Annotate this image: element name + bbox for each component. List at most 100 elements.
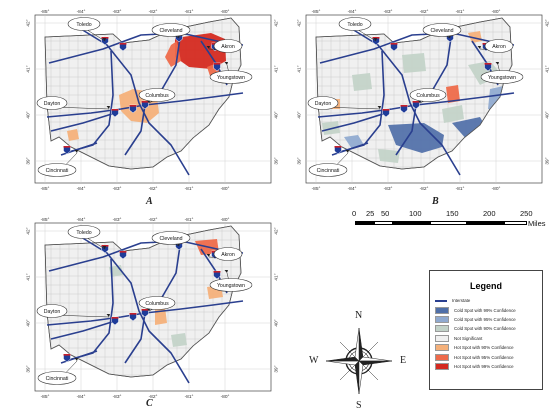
longitude-tick-label: -85°: [41, 9, 50, 15]
longitude-tick-label: -80°: [492, 186, 501, 192]
longitude-tick-label: -85°: [41, 394, 50, 400]
latitude-tick-label: 42°: [26, 227, 32, 234]
city-label-bubble: [151, 231, 191, 245]
longitude-tick-label: -84°: [77, 186, 86, 192]
longitude-tick-label: -81°: [185, 9, 194, 15]
longitude-tick-label: -83°: [113, 217, 122, 223]
city-label-bubble: [484, 39, 514, 53]
interstate-shield-icon: [390, 42, 398, 52]
longitude-tick-label: -81°: [185, 186, 194, 192]
city-label-bubble: [209, 278, 253, 292]
interstate-shield-icon: [141, 100, 149, 110]
interstate-shield-icon: [141, 308, 149, 318]
city-label-bubble: [138, 296, 176, 310]
legend-items: Interstate Cold Spot with 99% Confidence C…: [430, 296, 542, 371]
scale-tick: 200: [483, 209, 496, 218]
longitude-tick-label: -80°: [221, 186, 230, 192]
legend-label: Cold Spot with 90% Confidence: [454, 326, 516, 332]
interstate-line: [80, 236, 190, 384]
city-label: Columbus: [145, 301, 169, 307]
city-label-bubble: [36, 304, 68, 318]
legend-swatch: [435, 306, 449, 314]
longitude-tick-label: -83°: [113, 9, 122, 15]
latitude-tick-label: 41°: [545, 65, 550, 72]
legend-swatch: [435, 353, 449, 361]
city-label-bubble: [409, 88, 447, 102]
interstate-shield-icon: [63, 145, 71, 155]
scale-segment: [393, 221, 430, 225]
interstate-shield-icon: [111, 108, 119, 118]
longitude-tick-label: -82°: [420, 186, 429, 192]
city-label: Akron: [221, 44, 235, 50]
city-label-bubble: [36, 96, 68, 110]
latitude-tick-label: 40°: [545, 111, 550, 118]
scale-tick: 25: [366, 209, 375, 218]
city-label: Columbus: [145, 93, 169, 99]
city-label-bubble: [308, 163, 348, 177]
interstate-line: [50, 320, 116, 340]
legend-label: Hot Spot with 99% Confidence: [454, 363, 514, 369]
city-label: Toledo: [347, 22, 362, 28]
cold-spot-cluster: [442, 105, 464, 123]
scale-tick: 250: [520, 209, 533, 218]
compass-south-label: S: [356, 400, 362, 411]
city-pointer-icon: [106, 106, 110, 109]
latitude-tick-label: 41°: [274, 273, 280, 280]
legend-title: Legend: [469, 281, 502, 291]
city-pointer-icon: [477, 46, 481, 49]
longitude-tick-label: -81°: [185, 394, 194, 400]
legend-label: Hot Spot with 90% Confidence: [454, 345, 514, 351]
interstate-shield-icon: [119, 250, 127, 260]
interstate-shield-icon: [334, 145, 342, 155]
city-label: Toledo: [76, 230, 91, 236]
city-label: Dayton: [44, 309, 61, 315]
city-pointer-icon: [224, 270, 228, 273]
city-label: Akron: [492, 44, 506, 50]
city-label: Cleveland: [159, 236, 182, 242]
interstate-line: [124, 312, 146, 364]
latitude-tick-label: 41°: [274, 65, 280, 72]
city-label-bubble: [138, 88, 176, 102]
hot-spot-cluster: [67, 129, 79, 141]
legend-item: Not Significant: [430, 334, 542, 343]
legend-item: Cold Spot with 99% Confidence: [430, 305, 542, 314]
latitude-tick-label: 42°: [297, 19, 303, 26]
city-label: Dayton: [315, 101, 332, 107]
interstate-shield-icon: [129, 312, 137, 322]
latitude-tick-label: 39°: [274, 365, 280, 372]
legend-box: Legend Interstate Cold Spot with 99% Conf…: [429, 270, 543, 390]
longitude-tick-label: -80°: [492, 9, 501, 15]
longitude-tick-label: -80°: [221, 394, 230, 400]
interstate-line: [80, 28, 190, 176]
latitude-tick-label: 41°: [297, 65, 303, 72]
legend-label: Hot Spot with 95% Confidence: [454, 354, 514, 360]
latitude-tick-label: 40°: [297, 111, 303, 118]
map-panel-b-svg: Toledo Cleveland Akron Youngstown Columbus Da…: [297, 9, 550, 192]
panel-label-b: B: [432, 196, 439, 207]
longitude-tick-label: -84°: [77, 217, 86, 223]
legend-swatch: [435, 362, 449, 370]
panel-label-a: A: [146, 196, 153, 207]
city-pointer-icon: [373, 38, 377, 41]
legend-item: Hot Spot with 99% Confidence: [430, 362, 542, 371]
legend-label: Interstate: [452, 298, 471, 304]
longitude-tick-label: -82°: [149, 217, 158, 223]
city-label: Columbus: [416, 93, 440, 99]
longitude-tick-label: -83°: [113, 394, 122, 400]
interstate-shield-icon: [129, 104, 137, 114]
latitude-tick-label: 40°: [274, 319, 280, 326]
city-pointer-icon: [102, 246, 106, 249]
latitude-tick-label: 40°: [274, 111, 280, 118]
city-label: Dayton: [44, 101, 61, 107]
city-label: Cincinnati: [46, 376, 69, 382]
interstate-line-swatch: [435, 299, 447, 302]
interstate-line: [50, 112, 116, 132]
city-label: Youngstown: [217, 283, 245, 289]
latitude-tick-label: 39°: [274, 157, 280, 164]
latitude-tick-label: 39°: [26, 365, 32, 372]
city-label: Youngstown: [488, 75, 516, 81]
interstate-shield-icon: [119, 42, 127, 52]
scale-bar: 0 25 50 100 150 200 250 Miles: [352, 209, 546, 239]
interstate-shield-icon: [111, 316, 119, 326]
scale-segment: [430, 221, 467, 225]
